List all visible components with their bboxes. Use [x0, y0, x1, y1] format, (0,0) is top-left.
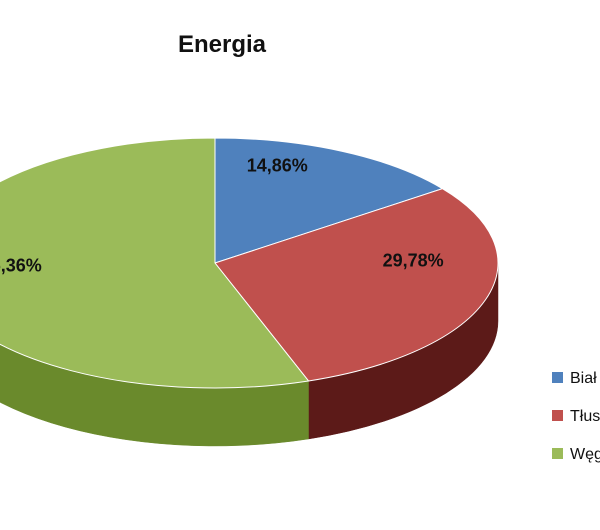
slice-węg [0, 137, 310, 389]
chart-title: Energia [178, 31, 267, 58]
legend-swatch-biał [552, 372, 563, 383]
legend-label-węg: Węg [570, 446, 600, 463]
slice-biał [214, 137, 444, 264]
legend: Biał Tłus Węg [552, 370, 600, 463]
legend-swatch-tłus [552, 410, 563, 421]
pie-group: 14,86% 29,78% 55,36% [0, 137, 499, 447]
data-label-biał: 14,86% [247, 156, 308, 176]
legend-swatch-węg [552, 448, 563, 459]
slice-tłus [214, 188, 499, 382]
data-label-tłus: 29,78% [383, 251, 444, 271]
legend-label-biał: Biał [570, 370, 597, 387]
data-label-węg: 55,36% [0, 256, 42, 276]
legend-label-tłus: Tłus [570, 408, 600, 425]
